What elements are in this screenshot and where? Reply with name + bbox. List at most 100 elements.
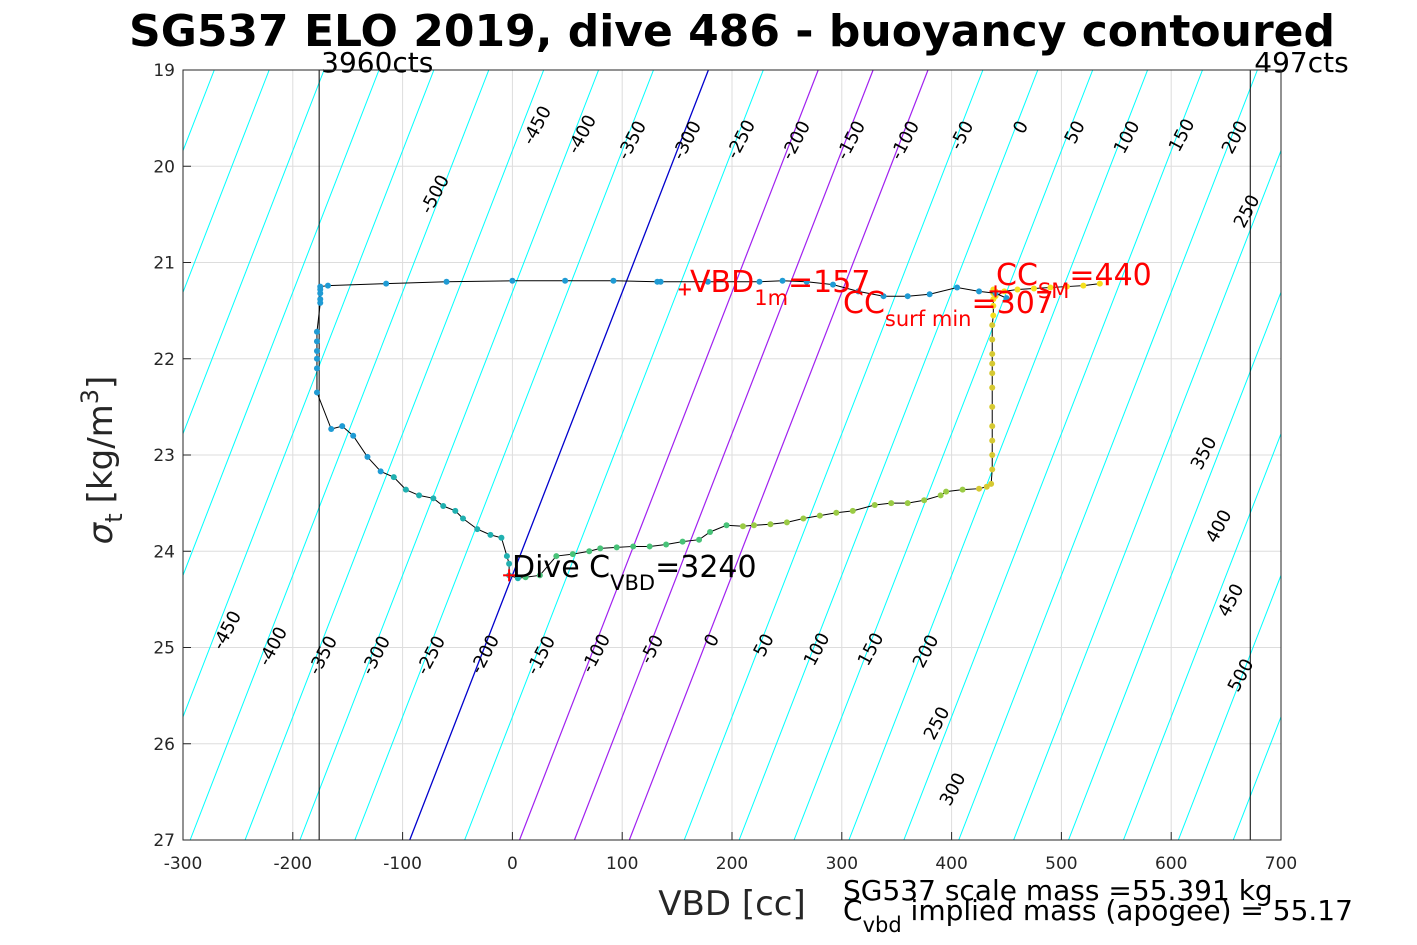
contour-line <box>183 70 435 719</box>
y-axis-sup: 3 <box>76 389 104 404</box>
markers <box>503 283 1002 582</box>
ccsurf-main: CC <box>843 286 885 321</box>
data-point <box>630 543 637 550</box>
data-point <box>1014 286 1021 293</box>
data-point <box>383 280 390 287</box>
data-point <box>657 278 664 285</box>
count-line-label: 497cts <box>1254 46 1348 79</box>
ccsm-tail: =440 <box>1069 258 1151 293</box>
contour-line <box>1122 432 1281 840</box>
data-point <box>317 283 324 290</box>
data-point <box>509 277 516 284</box>
contour-line <box>1343 70 1417 840</box>
y-tick-label: 19 <box>153 61 175 81</box>
contour-line <box>0 70 159 840</box>
series-line <box>320 280 1007 299</box>
data-point <box>989 370 996 377</box>
x-tick-label: -100 <box>383 854 422 874</box>
data-point <box>989 403 996 410</box>
contour-line <box>518 70 819 840</box>
data-point <box>989 350 996 357</box>
data-point <box>904 500 911 507</box>
data-point <box>1003 295 1010 302</box>
data-point <box>937 492 944 499</box>
data-series <box>313 277 1103 582</box>
x-tick-label: 500 <box>1045 854 1077 874</box>
data-point <box>522 574 529 581</box>
data-point <box>474 526 481 533</box>
x-tick-label: 300 <box>826 854 858 874</box>
data-point <box>440 503 447 510</box>
data-point <box>503 553 510 560</box>
contour-line <box>0 70 50 840</box>
data-point <box>888 500 895 507</box>
x-tick-label: 100 <box>606 854 638 874</box>
data-point <box>696 536 703 543</box>
y-axis-unit: [kg/m <box>81 404 121 503</box>
data-point <box>663 541 670 548</box>
annotation-ccsurf: CCsurf min=307 <box>843 286 1054 331</box>
contour-line <box>683 70 984 840</box>
data-point <box>954 284 961 291</box>
contour-line <box>354 70 654 840</box>
y-tick-label: 21 <box>153 254 175 274</box>
data-point <box>350 432 357 439</box>
data-point <box>1001 288 1008 295</box>
data-point <box>506 560 513 567</box>
data-point <box>679 538 686 545</box>
contour-line <box>299 70 600 840</box>
data-point <box>989 466 996 473</box>
data-point <box>610 277 617 284</box>
data-point <box>976 288 983 295</box>
data-point <box>989 322 996 329</box>
x-tick-label: -300 <box>164 854 203 874</box>
data-point <box>1047 284 1054 291</box>
data-point <box>926 291 933 298</box>
y-axis-close: ] <box>81 376 121 389</box>
data-point <box>487 531 494 538</box>
contour-line <box>183 70 325 436</box>
ccsurf-sub: surf min <box>885 307 972 331</box>
x-tick-label: 700 <box>1265 854 1297 874</box>
data-point <box>313 389 320 396</box>
contour-line <box>903 70 1203 840</box>
data-point <box>452 507 459 514</box>
data-point <box>536 572 543 579</box>
data-point <box>328 426 335 433</box>
data-point <box>989 437 996 444</box>
chart-title: SG537 ELO 2019, dive 486 - buoyancy cont… <box>129 6 1335 57</box>
data-point <box>989 384 996 391</box>
x-tick-label: 400 <box>935 854 967 874</box>
data-point <box>855 288 862 295</box>
x-tick-label: 0 <box>507 854 518 874</box>
data-point <box>498 534 505 541</box>
data-point <box>646 543 653 550</box>
contour-line <box>464 70 764 840</box>
x-axis-label: VBD [cc] <box>658 884 806 924</box>
data-point <box>339 423 346 430</box>
data-point <box>983 483 990 490</box>
data-point <box>739 523 746 530</box>
contour-line <box>573 70 874 840</box>
data-point <box>1030 285 1037 292</box>
data-point <box>830 281 837 288</box>
annotation-ccsm: CCSM=440 <box>996 258 1152 303</box>
contour-line <box>1177 573 1281 840</box>
data-point <box>1063 283 1070 290</box>
data-point <box>704 278 711 285</box>
data-point <box>324 282 331 289</box>
data-point <box>364 453 371 460</box>
data-point <box>707 529 714 535</box>
data-point <box>871 502 878 509</box>
data-point <box>989 336 996 343</box>
data-point <box>800 515 807 522</box>
y-tick-label: 20 <box>153 157 175 177</box>
y-tick-label: 22 <box>153 350 175 370</box>
data-point <box>833 509 840 516</box>
data-point <box>783 519 790 526</box>
data-point <box>989 360 996 367</box>
contour-line <box>1068 290 1281 840</box>
vbd1m-tail: =157 <box>788 265 870 300</box>
data-point <box>313 328 320 335</box>
